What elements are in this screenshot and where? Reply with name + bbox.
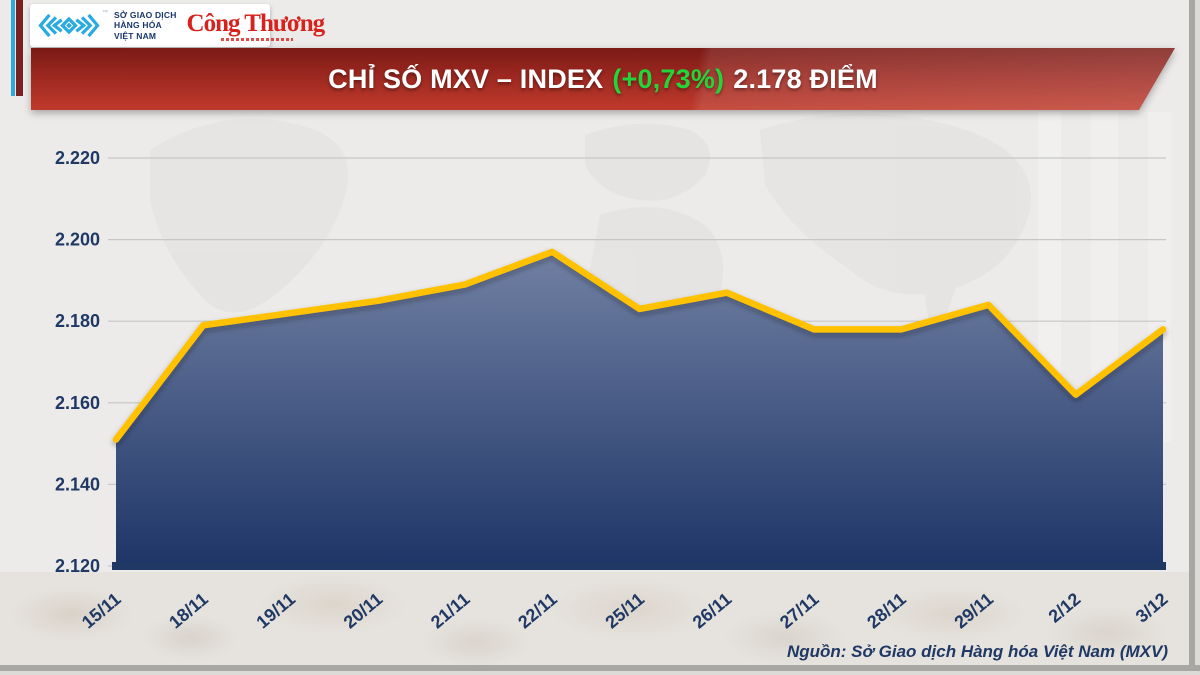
- page-edge-bottom-light: [0, 671, 1200, 675]
- trademark-symbol: ™: [102, 10, 108, 16]
- congthuong-tagline: [220, 37, 293, 41]
- logo-panel: ™ SỞ GIAO DỊCH HÀNG HÓA VIỆT NAM Công Th…: [30, 4, 325, 47]
- page-edge-right: [1189, 0, 1195, 675]
- x-tick-label: 20/11: [340, 589, 387, 633]
- x-tick-label: 18/11: [165, 589, 212, 633]
- mxv-name-block: SỞ GIAO DỊCH HÀNG HÓA VIỆT NAM: [114, 10, 177, 41]
- chart-title-change: (+0,73%): [612, 63, 725, 94]
- congthuong-wordmark: Công Thương: [186, 9, 326, 37]
- x-tick-label: 2/12: [1045, 589, 1085, 627]
- x-tick-label: 19/11: [252, 589, 299, 633]
- chart-title-value: 2.178 ĐIỂM: [733, 63, 878, 94]
- x-tick-label: 28/11: [863, 589, 910, 633]
- mxv-name-line2: HÀNG HÓA: [114, 20, 162, 31]
- source-caption: Nguồn: Sở Giao dịch Hàng hóa Việt Nam (M…: [786, 642, 1168, 661]
- x-tick-label: 25/11: [601, 589, 648, 633]
- x-tick-label: 21/11: [427, 589, 474, 633]
- x-axis-line: [112, 562, 1166, 570]
- left-accent-stripe-cyan: [11, 0, 15, 96]
- chart-title-prefix: CHỈ SỐ MXV – INDEX: [328, 63, 604, 94]
- y-tick-label: 2.220: [55, 148, 100, 168]
- index-area-fill: [116, 251, 1163, 566]
- x-tick-label: 29/11: [950, 589, 997, 633]
- x-tick-label: 15/11: [78, 589, 125, 633]
- x-tick-label: 26/11: [689, 589, 736, 633]
- mxv-logo-icon: [38, 13, 100, 38]
- y-tick-label: 2.200: [55, 230, 100, 250]
- x-tick-label: 3/12: [1132, 589, 1172, 627]
- faded-photo-bottom-strip: [0, 572, 1190, 666]
- y-tick-label: 2.120: [55, 556, 100, 576]
- title-banner-shape: [31, 48, 1175, 110]
- page-edge-right-light: [1195, 0, 1200, 675]
- left-accent-stripe-maroon: [16, 0, 23, 96]
- page-edge-bottom: [0, 665, 1200, 671]
- y-tick-label: 2.180: [55, 311, 100, 331]
- chart-title: CHỈ SỐ MXV – INDEX (+0,73%) 2.178 ĐIỂM: [31, 48, 1175, 110]
- congthuong-logo: Công Thương: [187, 11, 325, 41]
- title-banner: CHỈ SỐ MXV – INDEX (+0,73%) 2.178 ĐIỂM: [31, 48, 1175, 110]
- mxv-name-line1: SỞ GIAO DỊCH: [114, 10, 177, 21]
- x-tick-label: 22/11: [514, 589, 561, 633]
- y-tick-label: 2.160: [55, 393, 100, 413]
- index-line: [112, 248, 1167, 443]
- mxv-name-line3: VIỆT NAM: [114, 30, 157, 41]
- x-tick-label: 27/11: [776, 589, 823, 633]
- y-tick-label: 2.140: [55, 474, 100, 494]
